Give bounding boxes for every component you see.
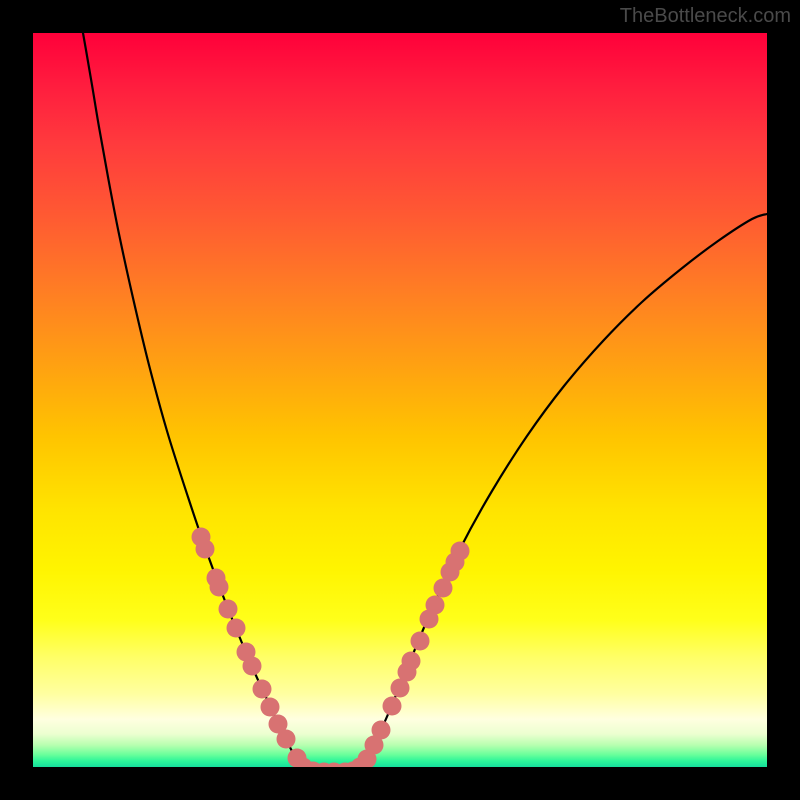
marker-left-9 bbox=[261, 698, 280, 717]
marker-left-4 bbox=[219, 600, 238, 619]
marker-right-11 bbox=[451, 542, 470, 561]
marker-right-4 bbox=[402, 652, 421, 671]
chart-root: TheBottleneck.com bbox=[0, 0, 800, 800]
marker-left-5 bbox=[227, 619, 246, 638]
watermark: TheBottleneck.com bbox=[620, 5, 791, 27]
marker-right-5 bbox=[411, 632, 430, 651]
marker-left-7 bbox=[243, 657, 262, 676]
marker-left-3 bbox=[210, 578, 229, 597]
marker-left-1 bbox=[196, 540, 215, 559]
marker-right-0 bbox=[372, 721, 391, 740]
plot-area bbox=[33, 33, 767, 767]
marker-left-8 bbox=[253, 680, 272, 699]
marker-right-1 bbox=[383, 697, 402, 716]
marker-left-11 bbox=[277, 730, 296, 749]
marker-right-7 bbox=[426, 596, 445, 615]
